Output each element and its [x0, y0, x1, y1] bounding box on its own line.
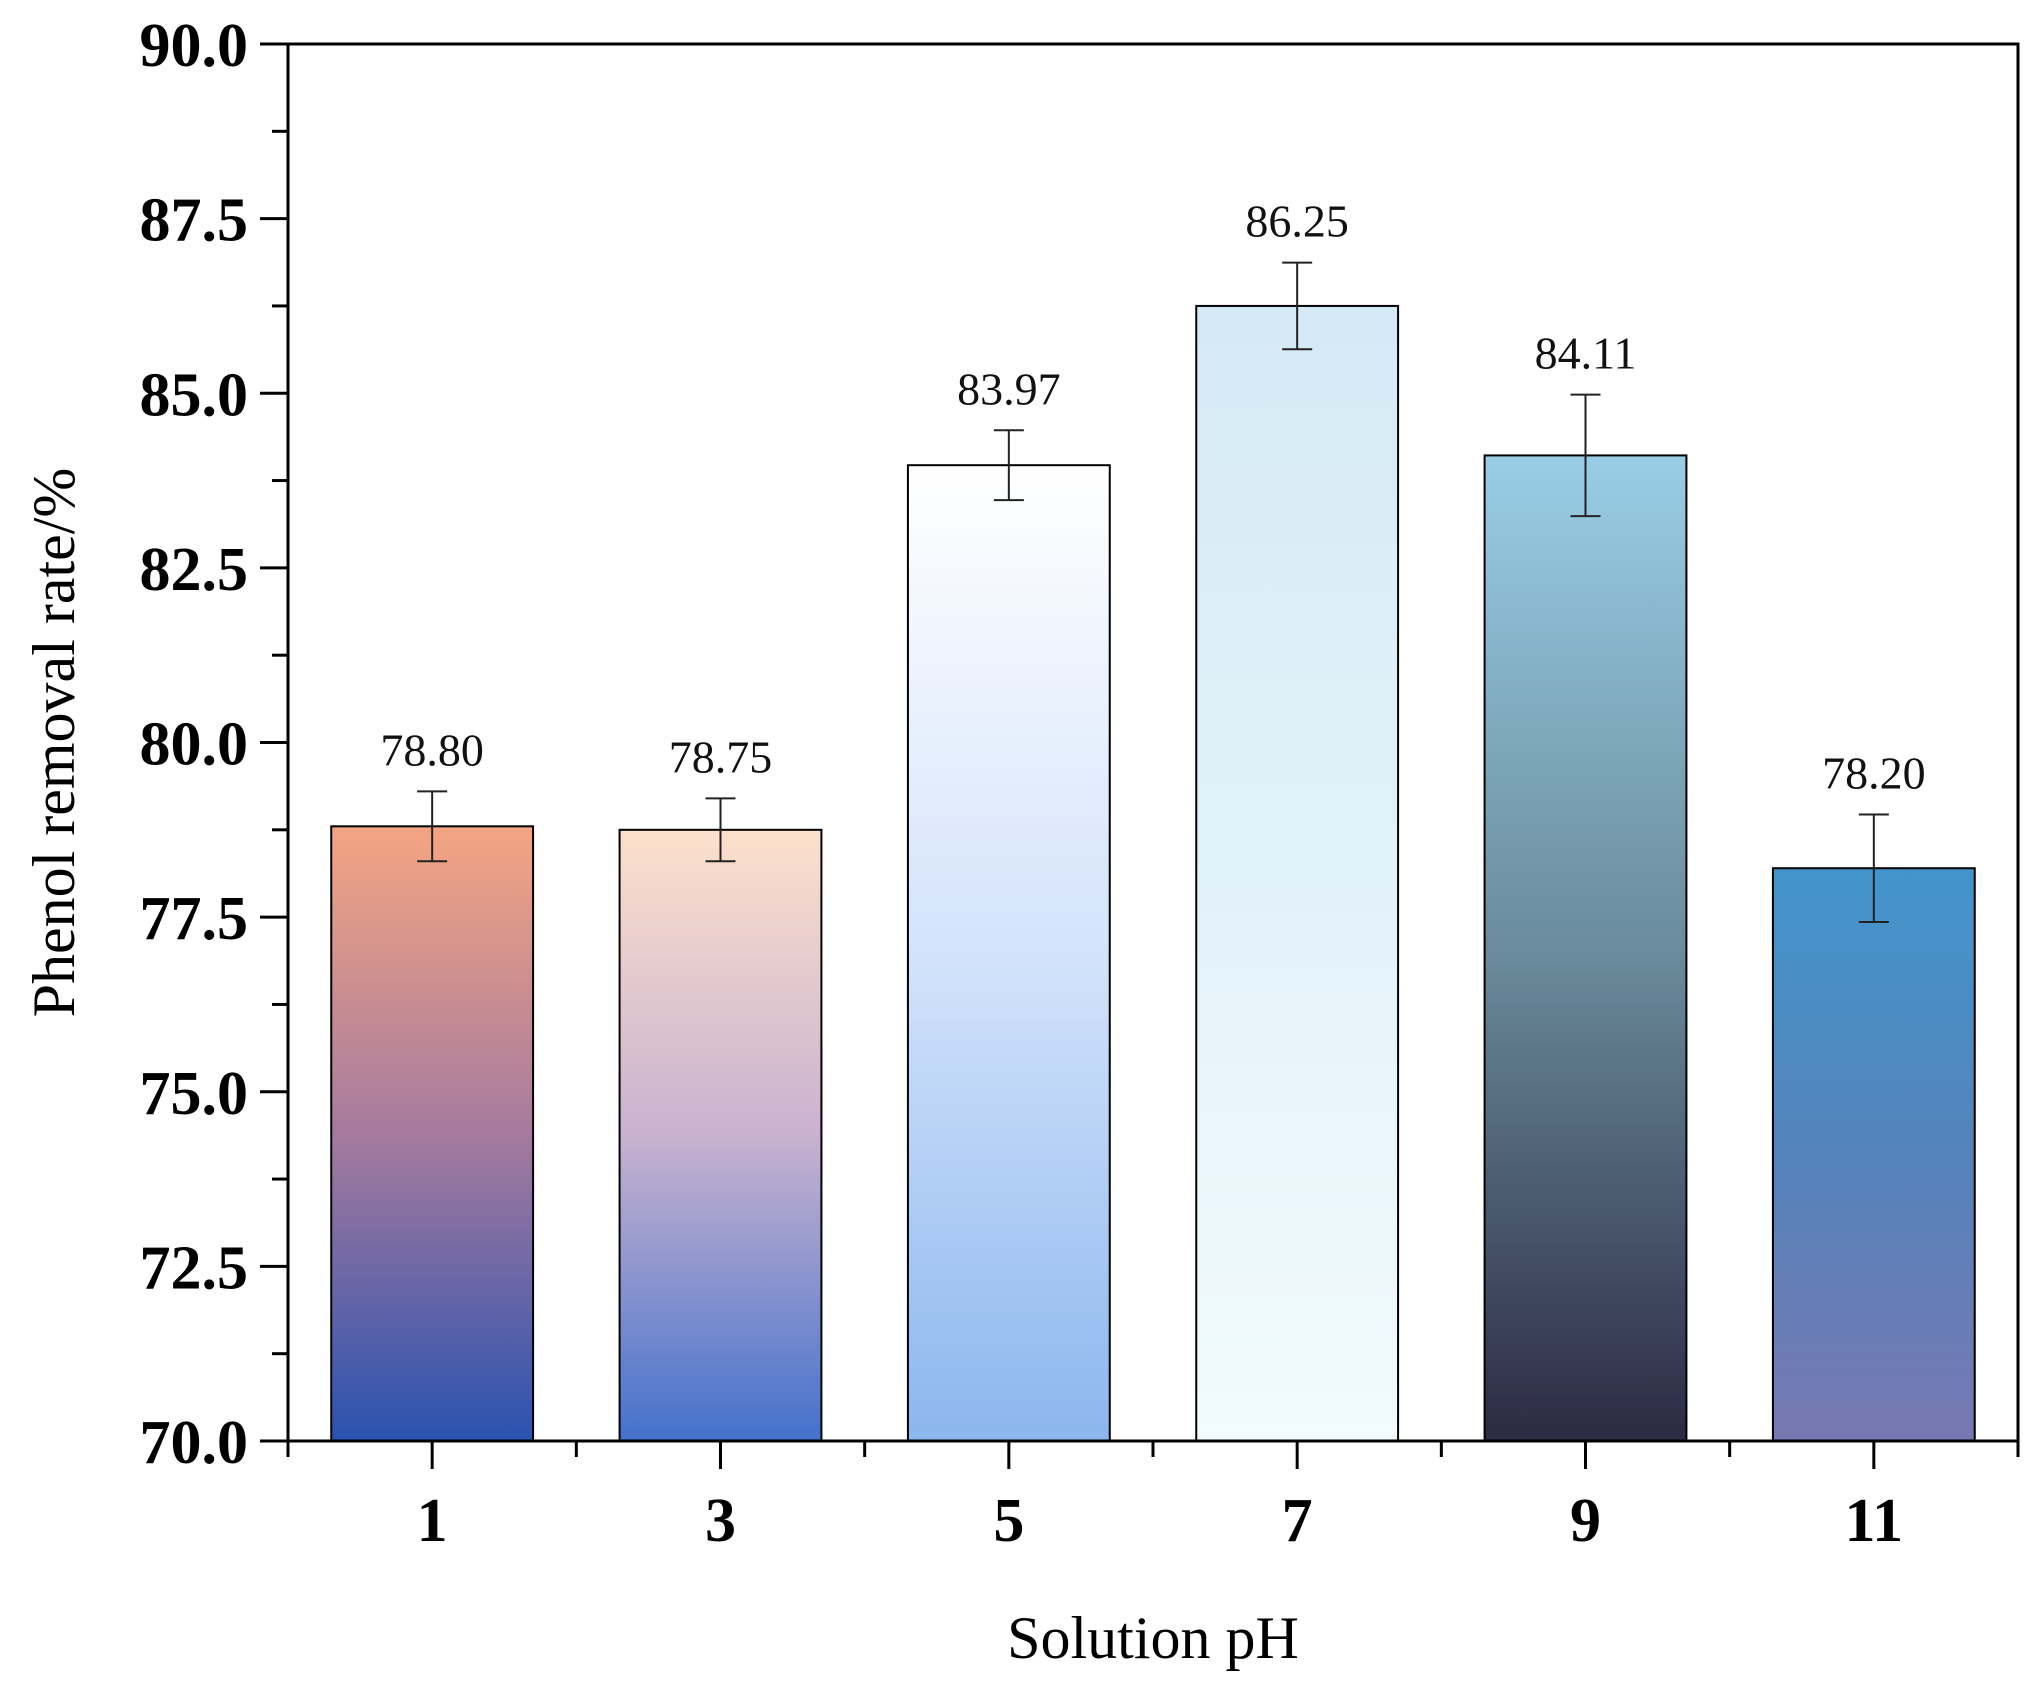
value-label-ph-9: 84.11 [1535, 328, 1637, 379]
bar-ph-9 [1483, 454, 1688, 1442]
error-bar-ph-5 [993, 429, 1024, 502]
y-tick-label: 87.5 [140, 187, 249, 255]
value-label-ph-3: 78.75 [669, 731, 773, 782]
value-label-ph-7: 86.25 [1245, 196, 1349, 247]
x-tick-label: 5 [993, 1487, 1024, 1555]
bars-layer [330, 304, 1976, 1442]
x-axis-title: Solution pH [1007, 1605, 1299, 1671]
y-tick-label: 72.5 [140, 1234, 249, 1302]
error-bar-ph-11 [1858, 813, 1889, 924]
y-axis-title: Phenol removal rate/% [21, 468, 87, 1018]
x-tick-label: 7 [1282, 1487, 1313, 1555]
value-label-ph-5: 83.97 [957, 363, 1061, 414]
x-tick-label: 3 [705, 1487, 736, 1555]
error-bars-layer [417, 261, 1889, 924]
value-label-ph-1: 78.80 [380, 724, 484, 775]
y-tick-label: 90.0 [140, 12, 249, 80]
bar-ph-1 [330, 825, 535, 1442]
data-labels-layer: 78.80 78.75 83.97 86.25 84.11 78.20 [380, 196, 1925, 799]
value-label-ph-11: 78.20 [1822, 747, 1926, 798]
y-tick-label: 82.5 [140, 536, 249, 604]
y-tick-label: 80.0 [140, 711, 249, 779]
bar-ph-3 [618, 828, 823, 1442]
error-bar-ph-3 [705, 797, 736, 863]
y-tick-label: 70.0 [140, 1409, 249, 1477]
y-tick-label: 77.5 [140, 885, 249, 953]
y-tick-label: 75.0 [140, 1060, 249, 1128]
plot-frame [286, 42, 2020, 1443]
bar-ph-7 [1195, 304, 1400, 1442]
bar-ph-5 [906, 464, 1111, 1442]
x-tick-label: 11 [1845, 1487, 1904, 1555]
error-bar-ph-9 [1570, 393, 1601, 518]
x-tick-label: 9 [1570, 1487, 1601, 1555]
x-axis: 1 3 5 7 9 11 [286, 1441, 2020, 1555]
error-bar-ph-1 [417, 790, 448, 863]
y-tick-label: 85.0 [140, 361, 249, 429]
y-axis: 70.0 72.5 75.0 77.5 80.0 82.5 85.0 87.5 90.0 [140, 12, 288, 1477]
bar-ph-11 [1771, 867, 1976, 1442]
error-bar-ph-7 [1282, 261, 1313, 351]
x-tick-label: 1 [417, 1487, 448, 1555]
